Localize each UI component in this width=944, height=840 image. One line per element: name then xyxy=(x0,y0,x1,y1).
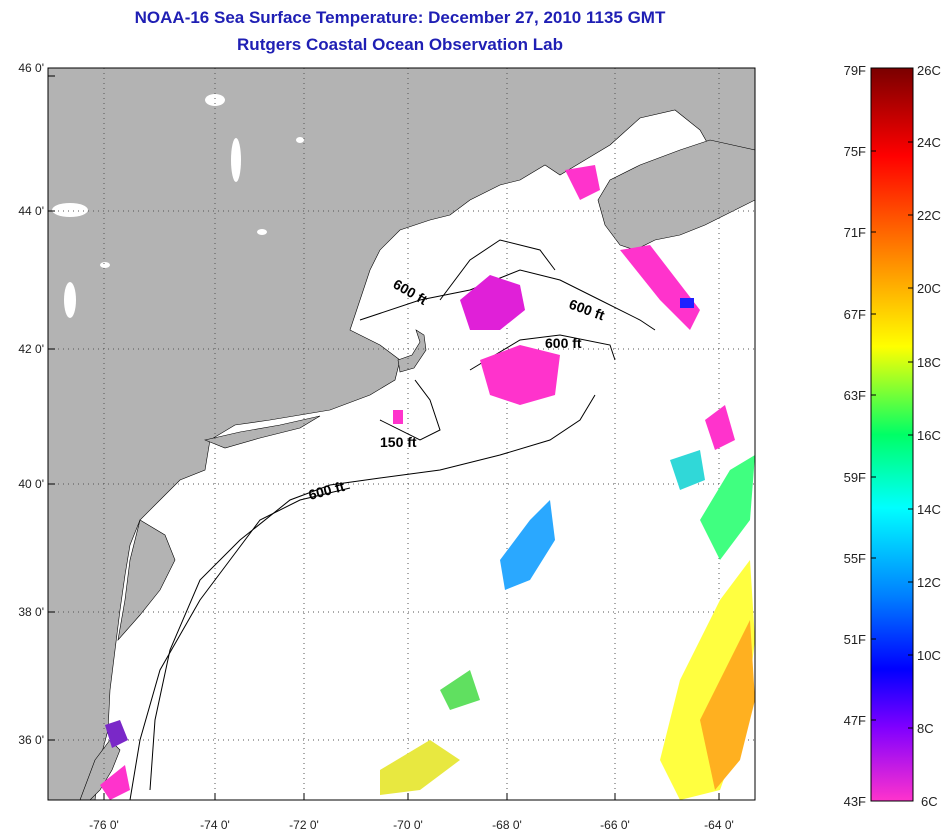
sst-patch-small xyxy=(393,410,403,424)
lon-label: -72 0' xyxy=(289,818,319,832)
sst-patch-gulf-of-maine xyxy=(460,275,525,330)
land-nova-scotia xyxy=(597,139,756,251)
lat-label: 40 0' xyxy=(18,477,44,491)
fahrenheit-label: 55F xyxy=(844,551,866,566)
celsius-label: 16C xyxy=(917,428,941,443)
sst-patch-scattered-yellow xyxy=(380,740,460,795)
isobath-label: 600 ft xyxy=(545,335,582,351)
land-mass-north xyxy=(47,67,756,801)
colorbar-ticks xyxy=(871,141,913,729)
celsius-label: 12C xyxy=(917,575,941,590)
fahrenheit-label: 51F xyxy=(844,632,866,647)
land-long-island xyxy=(203,415,321,449)
sst-patch-scattered-green xyxy=(440,670,480,710)
isobath-lines xyxy=(129,239,656,801)
map-subtitle: Rutgers Coastal Ocean Observation Lab xyxy=(237,35,563,54)
colorbar xyxy=(870,67,914,802)
lon-label: -68 0' xyxy=(492,818,522,832)
fahrenheit-label: 63F xyxy=(844,388,866,403)
sst-patch-georges-bank xyxy=(480,345,560,405)
sst-patch-shelf-break xyxy=(705,405,735,450)
celsius-label: 22C xyxy=(917,208,941,223)
sst-patch-blue xyxy=(680,298,694,308)
celsius-label: 20C xyxy=(917,281,941,296)
lake xyxy=(205,94,225,106)
celsius-label: 26C xyxy=(917,63,941,78)
lake xyxy=(231,138,241,182)
sst-patch-teal xyxy=(670,450,705,490)
lake xyxy=(296,137,304,143)
sst-patch-scotian-shelf xyxy=(620,245,700,330)
lat-label: 36 0' xyxy=(18,733,44,747)
lat-label: 42 0' xyxy=(18,342,44,356)
lat-label: 44 0' xyxy=(18,204,44,218)
axis-ticks xyxy=(48,75,720,800)
lake xyxy=(257,229,267,235)
lon-label: -70 0' xyxy=(393,818,423,832)
celsius-label: 14C xyxy=(917,502,941,517)
sst-patch-gulf-stream-warm xyxy=(700,620,755,790)
fahrenheit-label: 67F xyxy=(844,307,866,322)
lake xyxy=(100,262,110,268)
fahrenheit-label: 59F xyxy=(844,470,866,485)
fahrenheit-label: 71F xyxy=(844,225,866,240)
map-title: NOAA-16 Sea Surface Temperature: Decembe… xyxy=(134,8,666,27)
sst-patch-slope-water xyxy=(500,500,555,590)
lake xyxy=(52,203,88,217)
isobath-label: 150 ft xyxy=(380,434,417,450)
sst-patch-chesapeake xyxy=(105,720,128,748)
lat-label: 46 0' xyxy=(18,61,44,75)
celsius-label: 18C xyxy=(917,355,941,370)
celsius-label: 24C xyxy=(917,135,941,150)
celsius-label: 8C xyxy=(917,721,934,736)
lake xyxy=(64,282,76,318)
lon-label: -64 0' xyxy=(704,818,734,832)
fahrenheit-label: 47F xyxy=(844,713,866,728)
land-delmarva xyxy=(117,519,176,641)
fahrenheit-label: 79F xyxy=(844,63,866,78)
sst-patch-green-edge xyxy=(700,455,755,560)
colorbar-fahrenheit-labels: 79F 75F 71F 67F 63F 59F 55F 51F 47F 43F xyxy=(844,63,866,809)
sst-patches xyxy=(100,165,755,800)
sst-patch-hatteras xyxy=(100,765,130,800)
fahrenheit-label: 75F xyxy=(844,144,866,159)
colorbar-celsius-labels: 26C 24C 22C 20C 18C 16C 14C 12C 10C 8C 6… xyxy=(917,63,941,809)
land-cape-cod xyxy=(397,329,427,373)
celsius-label: 6C xyxy=(921,794,938,809)
fahrenheit-label: 43F xyxy=(844,794,866,809)
lon-label: -66 0' xyxy=(600,818,630,832)
sst-patch-bay-of-fundy xyxy=(565,165,600,200)
longitude-labels: -76 0' -74 0' -72 0' -70 0' -68 0' -66 0… xyxy=(89,818,734,832)
celsius-label: 10C xyxy=(917,648,941,663)
map-frame xyxy=(47,67,756,801)
latitude-labels: 46 0' 44 0' 42 0' 40 0' 38 0' 36 0' xyxy=(18,61,44,747)
lat-label: 38 0' xyxy=(18,605,44,619)
lon-label: -76 0' xyxy=(89,818,119,832)
lon-label: -74 0' xyxy=(200,818,230,832)
